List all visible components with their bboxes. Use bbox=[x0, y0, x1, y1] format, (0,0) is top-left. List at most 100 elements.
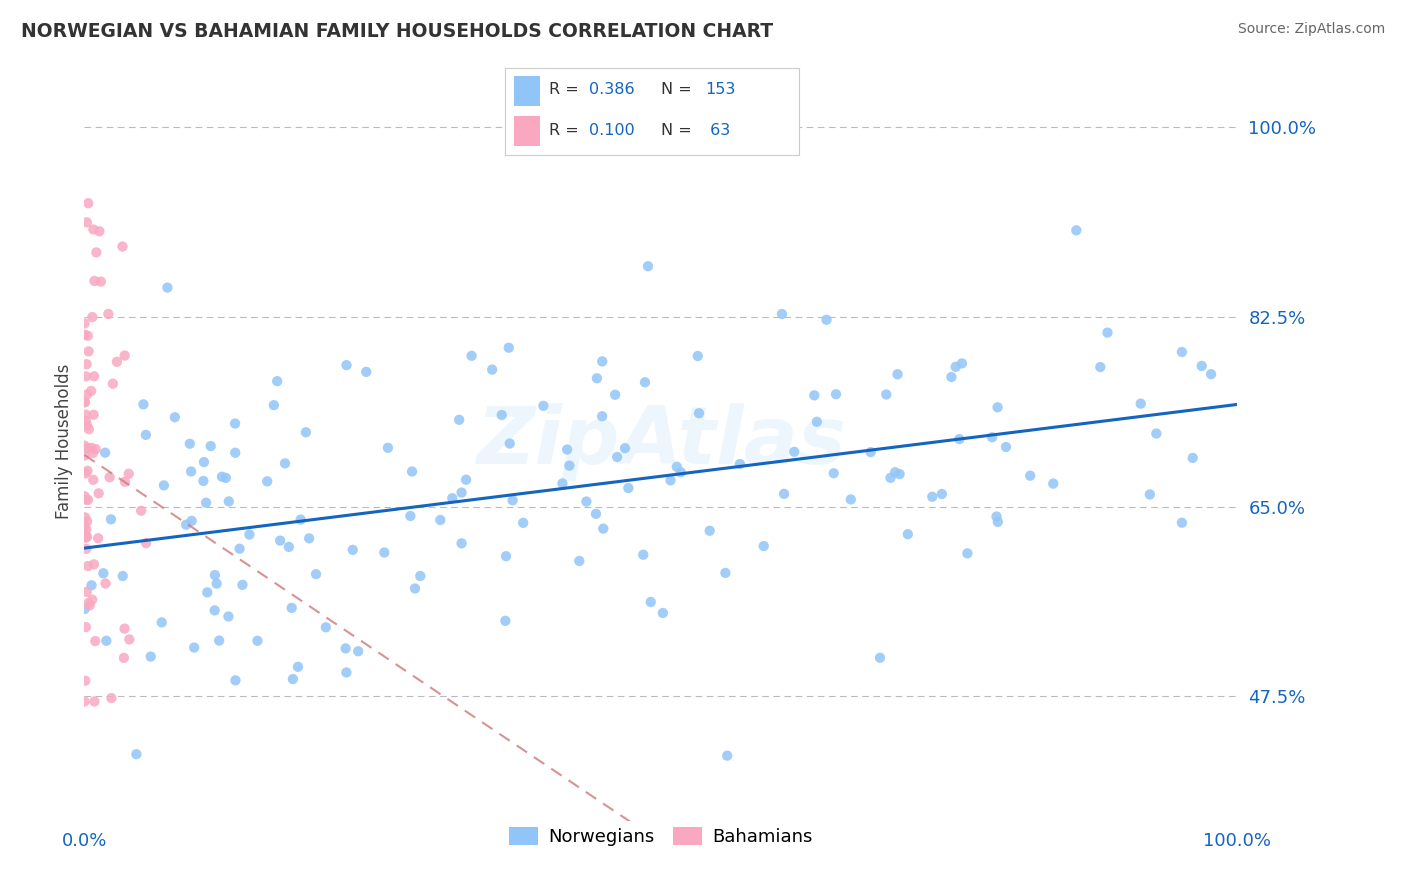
Point bbox=[491, 408, 513, 422]
Point bbox=[1171, 516, 1194, 530]
Point bbox=[73, 395, 96, 409]
Point bbox=[1171, 345, 1194, 359]
Point bbox=[153, 478, 176, 492]
Point bbox=[98, 470, 121, 484]
Point bbox=[180, 465, 202, 479]
Point bbox=[450, 536, 472, 550]
Point bbox=[401, 465, 423, 479]
Point bbox=[77, 596, 100, 610]
Point bbox=[97, 307, 120, 321]
Point bbox=[298, 532, 321, 546]
Point bbox=[174, 517, 197, 532]
Point bbox=[281, 672, 304, 686]
Point bbox=[1019, 468, 1042, 483]
Point bbox=[495, 549, 517, 564]
Point bbox=[75, 673, 97, 688]
Point bbox=[82, 222, 104, 236]
Point bbox=[633, 548, 655, 562]
Point bbox=[77, 422, 100, 436]
Point bbox=[295, 425, 318, 440]
Point bbox=[80, 578, 103, 592]
Point bbox=[931, 487, 953, 501]
Point bbox=[73, 602, 96, 616]
Point bbox=[1139, 487, 1161, 501]
Point bbox=[499, 436, 522, 450]
Point bbox=[83, 694, 105, 708]
Point bbox=[217, 609, 239, 624]
Point bbox=[76, 530, 98, 544]
Point bbox=[75, 541, 97, 556]
Point bbox=[83, 274, 105, 288]
Point bbox=[869, 650, 891, 665]
Point bbox=[806, 415, 828, 429]
Point bbox=[634, 376, 657, 390]
Point bbox=[94, 445, 117, 459]
Point bbox=[640, 595, 662, 609]
Point bbox=[118, 467, 141, 481]
Point bbox=[204, 568, 226, 582]
Point bbox=[238, 527, 260, 541]
Point bbox=[112, 650, 135, 665]
Point bbox=[637, 259, 659, 273]
Point bbox=[156, 280, 179, 294]
Point bbox=[75, 531, 97, 545]
Point bbox=[373, 545, 395, 559]
Point bbox=[83, 369, 105, 384]
Text: Source: ZipAtlas.com: Source: ZipAtlas.com bbox=[1237, 22, 1385, 37]
Point bbox=[605, 388, 627, 402]
Point bbox=[111, 569, 134, 583]
Point bbox=[290, 513, 312, 527]
Point bbox=[803, 388, 825, 402]
Point bbox=[897, 527, 920, 541]
Point bbox=[80, 384, 103, 398]
Point bbox=[83, 408, 105, 422]
Point bbox=[456, 473, 478, 487]
Point bbox=[224, 446, 246, 460]
Point bbox=[75, 523, 97, 537]
Point bbox=[659, 474, 682, 488]
Point bbox=[111, 239, 134, 253]
Point bbox=[200, 439, 222, 453]
Point bbox=[73, 694, 96, 708]
Point bbox=[956, 546, 979, 560]
Point bbox=[75, 408, 97, 422]
Point bbox=[886, 368, 908, 382]
Point bbox=[179, 436, 201, 450]
Point bbox=[342, 542, 364, 557]
Point bbox=[986, 401, 1008, 415]
Point bbox=[651, 606, 673, 620]
Point bbox=[77, 196, 100, 211]
Point bbox=[77, 344, 100, 359]
Point bbox=[205, 576, 228, 591]
Point bbox=[994, 440, 1017, 454]
Point bbox=[948, 432, 970, 446]
Point bbox=[1191, 359, 1213, 373]
Point bbox=[114, 349, 136, 363]
Point bbox=[354, 365, 377, 379]
Point bbox=[73, 510, 96, 524]
Point bbox=[76, 387, 98, 401]
Point bbox=[728, 457, 751, 471]
Point bbox=[114, 475, 136, 489]
Point bbox=[75, 467, 97, 481]
Point bbox=[614, 441, 637, 455]
Point bbox=[77, 559, 100, 574]
Point bbox=[82, 592, 104, 607]
Point bbox=[699, 524, 721, 538]
Point bbox=[100, 512, 122, 526]
Point bbox=[823, 467, 845, 481]
Point bbox=[231, 578, 253, 592]
Point bbox=[941, 370, 963, 384]
Text: NORWEGIAN VS BAHAMIAN FAMILY HOUSEHOLDS CORRELATION CHART: NORWEGIAN VS BAHAMIAN FAMILY HOUSEHOLDS … bbox=[21, 22, 773, 41]
Point bbox=[280, 600, 302, 615]
Point bbox=[409, 569, 432, 583]
Point bbox=[76, 514, 98, 528]
Point bbox=[531, 399, 554, 413]
Point bbox=[86, 245, 108, 260]
Point bbox=[89, 224, 111, 238]
Point bbox=[1144, 426, 1167, 441]
Point bbox=[586, 371, 609, 385]
Point bbox=[82, 310, 104, 324]
Legend: Norwegians, Bahamians: Norwegians, Bahamians bbox=[502, 820, 820, 854]
Point bbox=[950, 356, 973, 370]
